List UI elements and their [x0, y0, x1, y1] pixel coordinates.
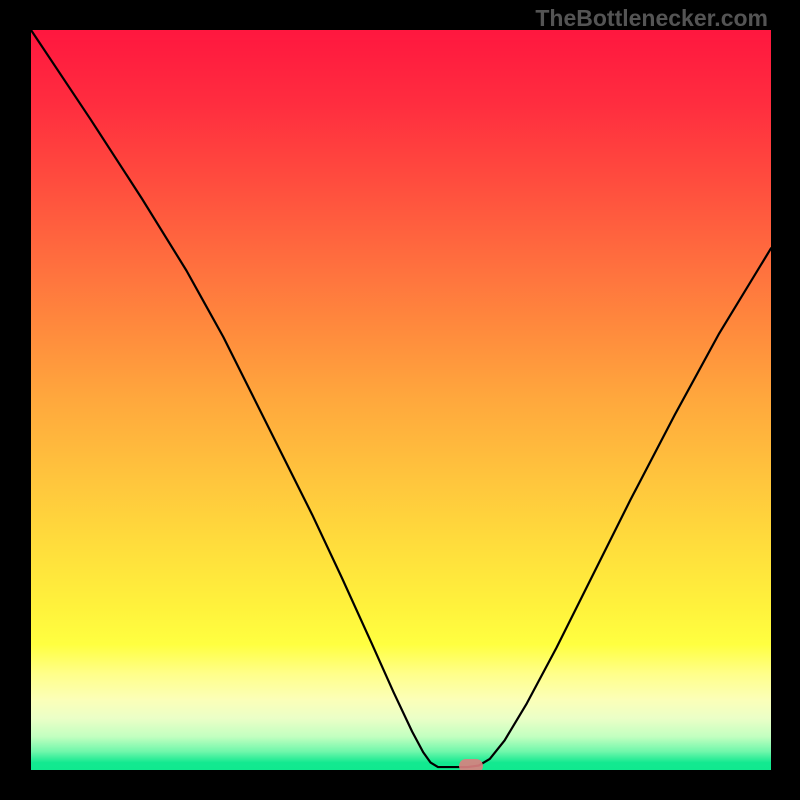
- chart-frame: TheBottlenecker.com: [0, 0, 800, 800]
- optimal-point-marker: [459, 759, 483, 770]
- watermark-text: TheBottlenecker.com: [535, 5, 768, 32]
- plot-area: [31, 30, 771, 770]
- bottleneck-curve: [31, 30, 771, 770]
